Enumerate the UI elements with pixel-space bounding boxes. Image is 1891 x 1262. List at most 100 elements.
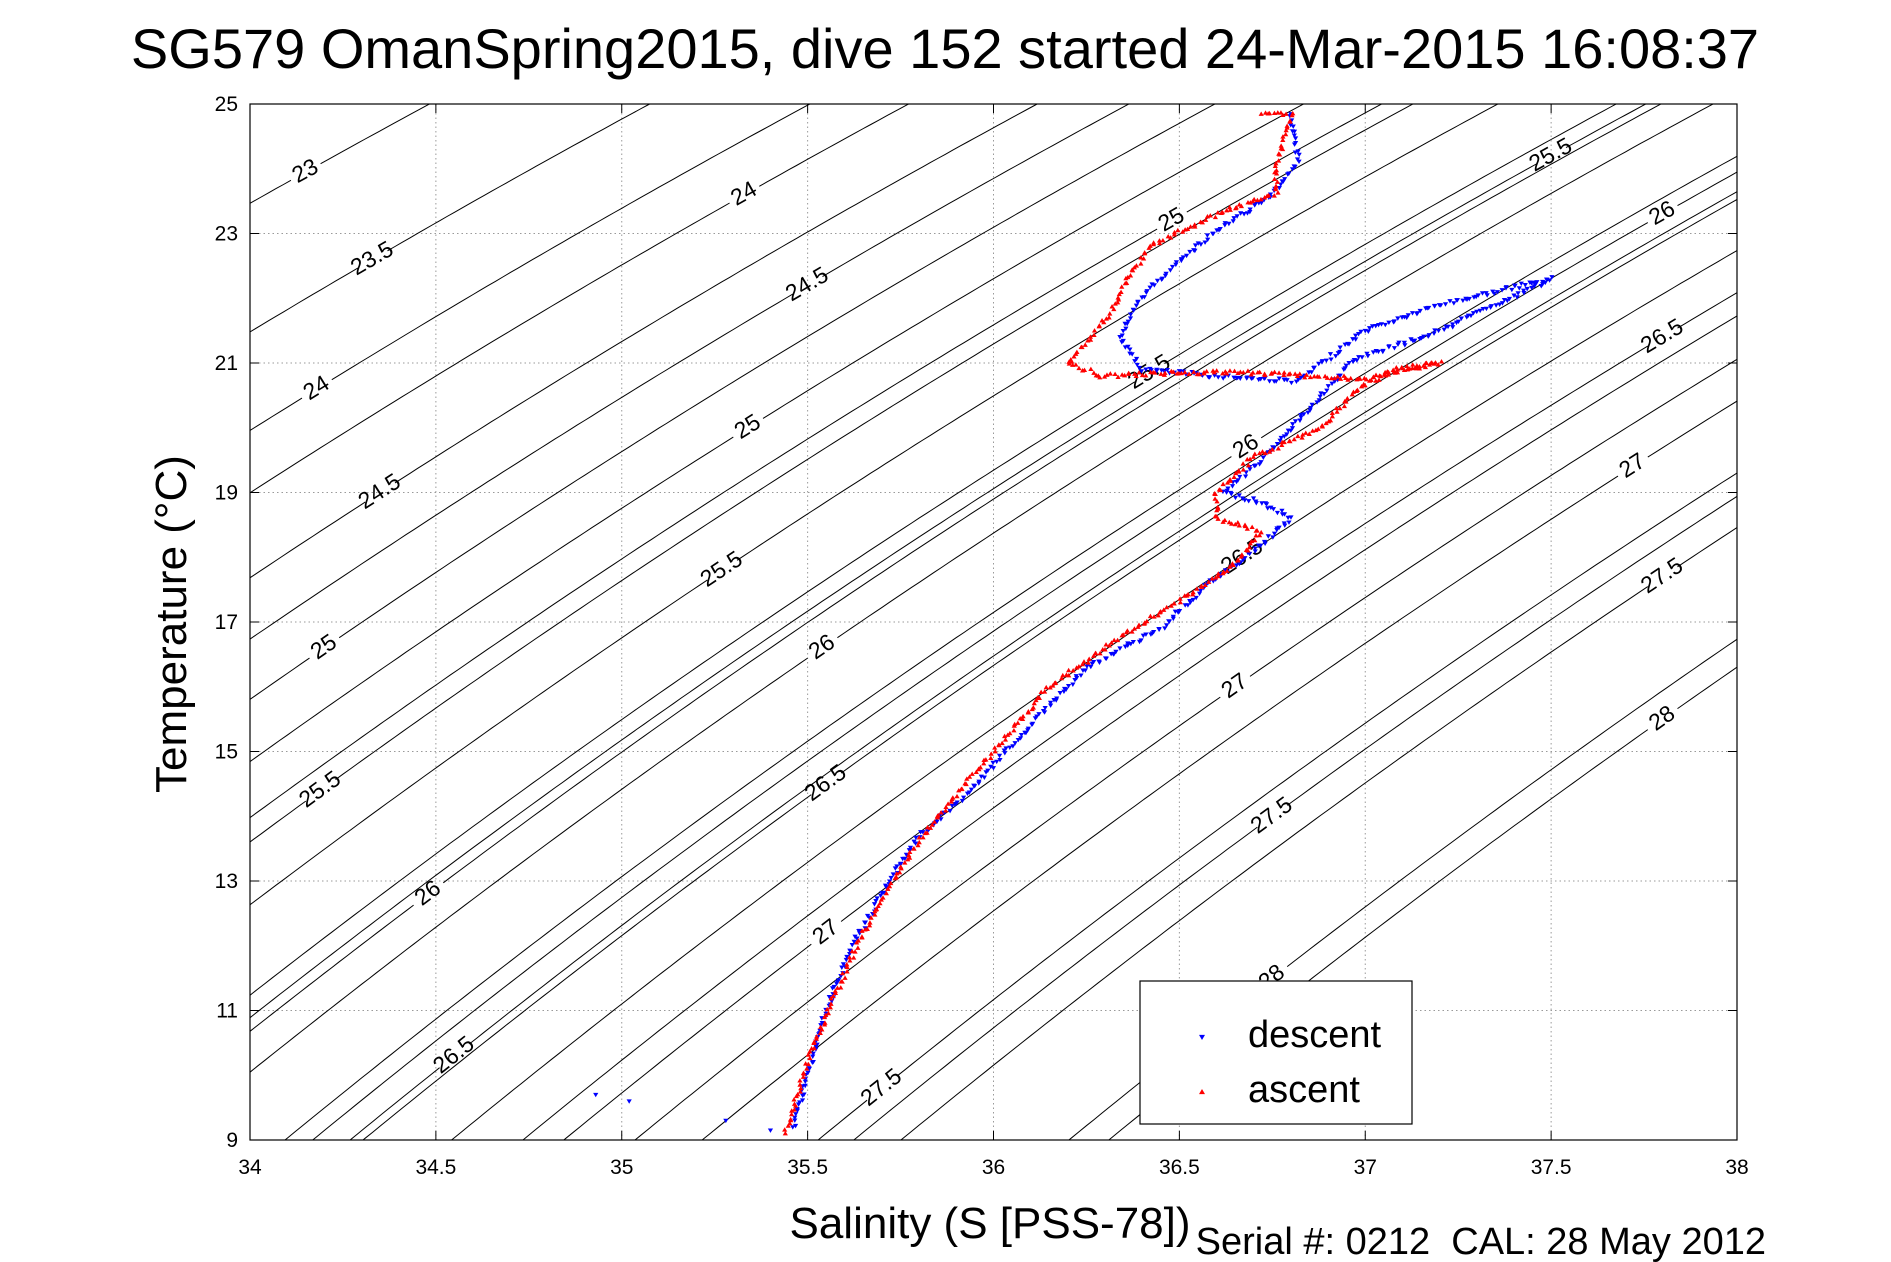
descent-point-53 xyxy=(1205,237,1211,243)
ascent-point-543 xyxy=(838,985,844,990)
ascent-point-266 xyxy=(1358,384,1365,389)
ascent-point-316 xyxy=(1231,474,1237,479)
ascent-point-510 xyxy=(885,886,891,891)
ascent-point-21 xyxy=(1278,145,1284,151)
descent-point-427 xyxy=(1193,595,1199,601)
ascent-point-208 xyxy=(1337,376,1344,381)
descent-point-598 xyxy=(829,986,836,991)
calibration-footer: Serial #: 0212 CAL: 28 May 2012 xyxy=(1196,1221,1766,1262)
ascent-point-568 xyxy=(807,1055,813,1061)
ascent-point-81 xyxy=(1142,250,1148,256)
descent-point-545 xyxy=(912,841,919,846)
descent-point-480 xyxy=(1057,690,1063,696)
descent-point-601 xyxy=(826,994,832,1000)
ascent-point-546 xyxy=(832,990,839,996)
ascent-point-570 xyxy=(805,1061,812,1067)
ascent-point-402 xyxy=(1115,637,1121,643)
contour-line-1-a xyxy=(387,104,651,252)
descent-point-511 xyxy=(990,766,997,771)
descent-point-263 xyxy=(1488,304,1495,309)
ascent-point-7 xyxy=(1280,112,1286,118)
ascent-point-480 xyxy=(938,810,944,815)
ascent-point-59 xyxy=(1203,217,1209,222)
contour-line-25-a xyxy=(1286,495,1737,806)
descent-point-470 xyxy=(1080,668,1086,673)
descent-point-534 xyxy=(938,817,944,822)
ascent-point-137 xyxy=(1107,371,1113,376)
descent-point-428 xyxy=(1190,597,1196,603)
descent-point-59 xyxy=(1191,248,1197,253)
ascent-point-431 xyxy=(1038,689,1044,695)
ticks: 34 34.5 35 35.5 36 36.5 37 37.5 38 9 11 13 15 17 19 21 2… xyxy=(215,93,1749,1179)
descent-point-52 xyxy=(1204,233,1210,238)
ascent-point-258 xyxy=(1381,372,1387,377)
descent-point-641 xyxy=(792,1118,798,1123)
ascent-point-299 xyxy=(1275,446,1281,451)
ascent-point-23 xyxy=(1277,152,1283,157)
ascent-point-211 xyxy=(1345,377,1351,382)
ascent-point-50 xyxy=(1227,204,1233,210)
ascent-point-506 xyxy=(892,875,898,881)
descent-point-73 xyxy=(1154,278,1161,284)
ascent-point-40 xyxy=(1258,196,1264,202)
descent-point-330 xyxy=(1305,410,1311,415)
descent-point-75 xyxy=(1149,282,1155,287)
ascent-point-349 xyxy=(1252,537,1258,543)
ascent-point-387 xyxy=(1157,609,1163,615)
contour-line-16-a xyxy=(442,104,1662,884)
ascent-point-382 xyxy=(1171,600,1177,606)
descent-point-99 xyxy=(1127,347,1133,352)
ascent-point-455 xyxy=(992,748,998,754)
descent-point-23 xyxy=(1279,179,1285,184)
descent-point-371 xyxy=(1236,493,1242,498)
ascent-point-524 xyxy=(862,927,868,932)
descent-point-109 xyxy=(1148,368,1154,373)
descent-point-352 xyxy=(1257,462,1263,467)
descent-point-313 xyxy=(1341,367,1347,372)
ascent-point-256 xyxy=(1384,369,1390,374)
ascent-point-576 xyxy=(797,1082,803,1087)
descent-point-93 xyxy=(1119,333,1125,338)
ascent-point-79 xyxy=(1146,245,1152,250)
ascent-point-522 xyxy=(866,923,873,928)
ascent-point-245 xyxy=(1423,360,1429,366)
data-points xyxy=(593,110,1555,1136)
ascent-point-419 xyxy=(1070,668,1076,673)
y-tick-label-0: 9 xyxy=(226,1129,238,1152)
ascent-point-454 xyxy=(992,745,998,750)
ascent-point-114 xyxy=(1085,338,1091,343)
descent-point-209 xyxy=(1447,299,1453,304)
descent-point-177 xyxy=(1353,337,1359,342)
ascent-point-478 xyxy=(943,804,949,810)
ascent-point-6 xyxy=(1278,110,1284,115)
descent-point-208 xyxy=(1442,302,1449,307)
descent-point-167 xyxy=(1328,357,1334,362)
ascent-point-189 xyxy=(1276,370,1282,375)
ascent-point-219 xyxy=(1370,374,1377,379)
ascent-point-83 xyxy=(1138,255,1144,260)
ascent-point-537 xyxy=(844,964,850,969)
descent-point-361 xyxy=(1233,479,1240,485)
ascent-point-314 xyxy=(1236,468,1242,473)
ascent-point-591 xyxy=(782,1127,788,1132)
descent-point-512 xyxy=(988,764,994,770)
descent-point-443 xyxy=(1156,627,1162,632)
descent-point-324 xyxy=(1317,394,1323,400)
descent-point-311 xyxy=(1343,363,1349,369)
ascent-point-243 xyxy=(1427,362,1433,367)
ascent-point-32 xyxy=(1273,183,1279,188)
ascent-point-260 xyxy=(1376,377,1382,382)
descent-point-434 xyxy=(1175,610,1181,615)
ascent-point-183 xyxy=(1257,369,1263,375)
descent-point-275 xyxy=(1449,322,1456,327)
chart-title: SG579 OmanSpring2015, dive 152 started 2… xyxy=(131,17,1759,80)
descent-point-18 xyxy=(1289,167,1296,172)
ascent-point-351 xyxy=(1247,540,1253,546)
descent-point-404 xyxy=(1252,549,1258,554)
descent-point-57 xyxy=(1192,243,1199,248)
ascent-point-339 xyxy=(1236,523,1242,528)
ascent-point-145 xyxy=(1133,373,1139,379)
contour-line-16-b xyxy=(250,904,414,1032)
descent-point-60 xyxy=(1187,249,1193,255)
